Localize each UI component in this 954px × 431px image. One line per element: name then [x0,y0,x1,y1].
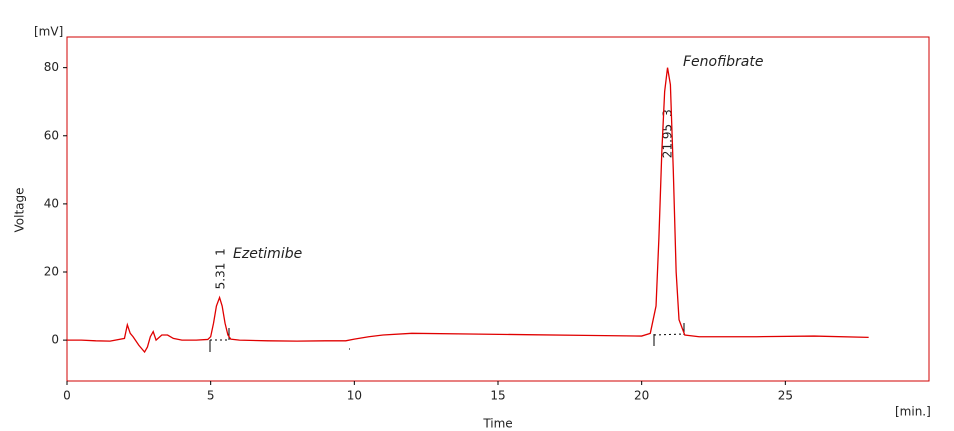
x-axis-label: Time [482,417,512,431]
signal-trace [67,67,869,354]
peak-time: 21.95 [661,124,675,158]
y-axis-label: Voltage [13,187,27,232]
x-tick-label: 15 [490,389,505,403]
y-tick-label: 40 [44,196,59,210]
x-unit: [min.] [895,405,931,419]
peak-time: 5.31 [214,263,228,290]
plot-frame [66,36,930,382]
peak-number: 3 [661,109,675,117]
baseline-markers [209,323,685,352]
baseline [210,333,685,341]
peak-name: Fenofibrate [683,54,763,70]
x-tick-label: 25 [778,389,793,403]
x-tick-label: 20 [634,389,649,403]
y-tick-label: 60 [44,128,59,142]
peak-number: 1 [214,248,228,256]
y-tick-label: 0 [51,333,59,347]
x-tick-label: 10 [347,389,362,403]
x-tick-label: 0 [63,389,71,403]
x-tick-label: 5 [207,389,215,403]
y-unit: [mV] [34,25,63,39]
peak-name: Ezetimibe [233,246,302,262]
y-tick-label: 20 [44,265,59,279]
y-tick-label: 80 [44,60,59,74]
